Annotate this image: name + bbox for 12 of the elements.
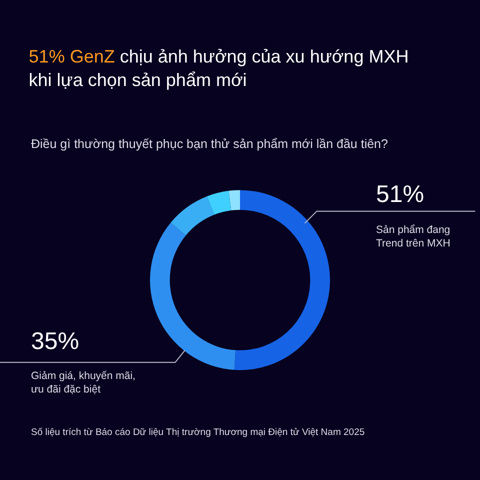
donut-slice [234, 190, 330, 370]
donut-slice [170, 196, 214, 236]
donut-slice [206, 190, 232, 215]
slice-label: Giảm giá, khuyến mãi, ưu đãi đặc biệt [31, 370, 136, 396]
data-label: 51% [376, 181, 424, 208]
data-label: 35% [31, 328, 80, 355]
donut-slice [150, 222, 236, 370]
slice-label: Sản phẩm đang Trend trên MXH [376, 224, 450, 250]
chart-subtitle: Điều gì thường thuyết phục bạn thử sản phẩm mới lần đầu tiên? [31, 137, 388, 151]
donut-slice [228, 190, 240, 210]
text: Số liệu trích từ Báo cáo Dữ liệu Thị trường Thương mại Điện tử Việt Nam 2025 [31, 427, 365, 438]
chart-title: 51% GenZ chịu ảnh hưởng của xu hướng MXH khi lựa chọn sản phẩm mới [28, 46, 409, 90]
